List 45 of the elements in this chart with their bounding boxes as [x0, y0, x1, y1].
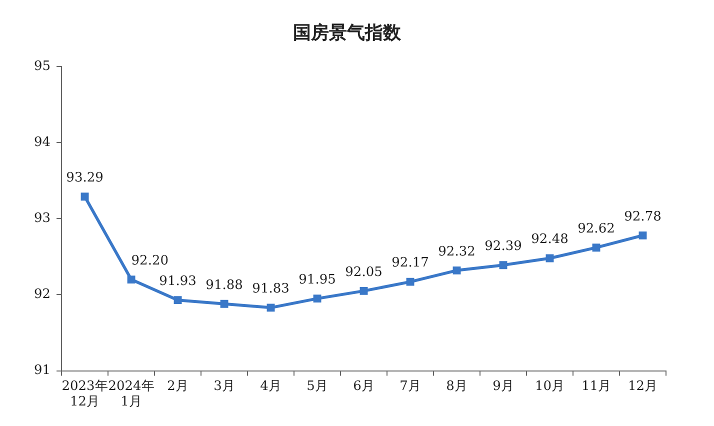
x-tick-label: 5月	[306, 378, 328, 394]
point	[452, 266, 461, 274]
data-label: 92.32	[438, 244, 476, 260]
y-tick-label: 91	[34, 363, 51, 378]
point	[220, 300, 228, 308]
x-tick-label: 12月	[628, 378, 658, 394]
point	[638, 231, 647, 240]
data-label: 92.78	[624, 209, 662, 224]
data-label: 91.83	[252, 282, 290, 297]
x-tick-label: 2024年 1月	[108, 378, 154, 410]
x-tick-label: 4月	[260, 378, 282, 394]
x-tick-label: 2月	[167, 378, 188, 394]
point	[406, 278, 414, 286]
point	[80, 192, 89, 201]
data-label: 92.39	[484, 238, 522, 254]
data-label: 92.20	[131, 253, 169, 268]
point	[313, 294, 322, 303]
point	[360, 286, 368, 295]
x-tick-label: 8月	[446, 378, 468, 394]
data-label: 91.93	[159, 274, 196, 289]
point	[266, 304, 275, 312]
point	[127, 276, 136, 284]
point	[174, 296, 182, 304]
data-label: 92.62	[578, 221, 615, 236]
point	[592, 244, 600, 252]
y-tick-label: 94	[34, 135, 51, 150]
data-label: 91.88	[206, 278, 243, 293]
y-tick-label: 92	[34, 287, 51, 302]
x-tick-label: 11月	[581, 378, 612, 394]
point	[546, 254, 554, 262]
x-tick-label: 3月	[214, 378, 235, 394]
y-tick-label: 93	[34, 211, 51, 226]
x-tick-label: 9月	[492, 378, 514, 394]
y-tick-label: 95	[34, 58, 51, 74]
data-label: 91.95	[298, 272, 336, 288]
data-label: 93.29	[66, 170, 104, 186]
data-label: 92.17	[392, 256, 429, 271]
chart-title: 国房景气指数	[293, 22, 402, 44]
x-tick-label: 6月	[353, 378, 374, 394]
data-label: 92.05	[345, 264, 382, 280]
data-label: 92.48	[531, 232, 568, 248]
point	[499, 261, 508, 270]
x-tick-label: 10月	[534, 378, 565, 394]
x-tick-label: 2023年 12月	[62, 378, 108, 410]
x-tick-label: 7月	[400, 378, 421, 394]
